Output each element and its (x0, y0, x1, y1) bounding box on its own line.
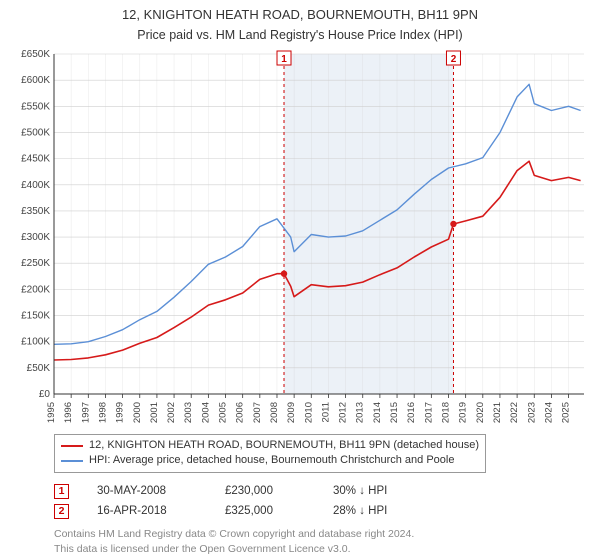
footnote-line-1: Contains HM Land Registry data © Crown c… (54, 527, 590, 541)
svg-text:2003: 2003 (183, 402, 194, 423)
marker-date-2: 16-APR-2018 (97, 505, 197, 517)
svg-text:£500K: £500K (21, 127, 50, 138)
svg-text:1995: 1995 (46, 402, 57, 423)
svg-text:1996: 1996 (63, 402, 74, 423)
svg-text:£50K: £50K (27, 362, 51, 373)
svg-text:£300K: £300K (21, 232, 50, 243)
svg-text:2002: 2002 (166, 402, 177, 423)
svg-text:1: 1 (281, 54, 287, 65)
svg-text:2000: 2000 (132, 402, 143, 423)
chart-subtitle: Price paid vs. HM Land Registry's House … (10, 28, 590, 42)
legend-label-hpi: HPI: Average price, detached house, Bour… (89, 453, 454, 469)
svg-text:£450K: £450K (21, 153, 50, 164)
svg-text:2008: 2008 (269, 402, 280, 423)
svg-text:2016: 2016 (406, 402, 417, 423)
svg-text:2004: 2004 (200, 402, 211, 423)
svg-text:£150K: £150K (21, 310, 50, 321)
svg-text:£650K: £650K (21, 49, 50, 60)
svg-text:2023: 2023 (526, 402, 537, 423)
marker-delta-1: 30% ↓ HPI (333, 485, 423, 497)
marker-table: 1 30-MAY-2008 £230,000 30% ↓ HPI 2 16-AP… (54, 481, 590, 521)
svg-text:2021: 2021 (492, 402, 503, 423)
svg-text:£0: £0 (39, 389, 51, 400)
marker-row-2: 2 16-APR-2018 £325,000 28% ↓ HPI (54, 501, 590, 521)
svg-text:2013: 2013 (355, 402, 366, 423)
marker-date-1: 30-MAY-2008 (97, 485, 197, 497)
svg-text:2014: 2014 (372, 402, 383, 423)
svg-text:2017: 2017 (423, 402, 434, 423)
chart-title: 12, KNIGHTON HEATH ROAD, BOURNEMOUTH, BH… (10, 6, 590, 24)
legend-swatch-property (61, 445, 83, 447)
svg-text:2024: 2024 (543, 402, 554, 423)
marker-price-1: £230,000 (225, 485, 305, 497)
svg-text:£250K: £250K (21, 258, 50, 269)
svg-text:2011: 2011 (320, 402, 331, 422)
marker-badge-1: 1 (54, 484, 69, 499)
svg-text:2009: 2009 (286, 402, 297, 423)
svg-text:2006: 2006 (235, 402, 246, 423)
svg-text:£550K: £550K (21, 101, 50, 112)
svg-text:1998: 1998 (97, 402, 108, 423)
svg-text:1997: 1997 (80, 402, 91, 423)
svg-text:2018: 2018 (440, 402, 451, 423)
svg-text:1999: 1999 (115, 402, 126, 423)
svg-text:£200K: £200K (21, 284, 50, 295)
legend-row-hpi: HPI: Average price, detached house, Bour… (61, 453, 479, 469)
legend-row-property: 12, KNIGHTON HEATH ROAD, BOURNEMOUTH, BH… (61, 438, 479, 454)
svg-text:2019: 2019 (458, 402, 469, 423)
footnote-line-2: This data is licensed under the Open Gov… (54, 542, 590, 556)
svg-text:2022: 2022 (509, 402, 520, 423)
svg-text:2020: 2020 (475, 402, 486, 423)
marker-delta-2: 28% ↓ HPI (333, 505, 423, 517)
svg-text:£400K: £400K (21, 179, 50, 190)
svg-text:2001: 2001 (149, 402, 160, 423)
legend-label-property: 12, KNIGHTON HEATH ROAD, BOURNEMOUTH, BH… (89, 438, 479, 454)
marker-badge-2: 2 (54, 504, 69, 519)
svg-text:2015: 2015 (389, 402, 400, 423)
line-chart-svg: £0 £50K £100K £150K £200K £250K £300K £350K £400… (10, 48, 590, 428)
svg-text:2005: 2005 (218, 402, 229, 423)
legend-swatch-hpi (61, 460, 83, 462)
svg-text:2025: 2025 (561, 402, 572, 423)
svg-text:£600K: £600K (21, 75, 50, 86)
marker-price-2: £325,000 (225, 505, 305, 517)
marker-row-1: 1 30-MAY-2008 £230,000 30% ↓ HPI (54, 481, 590, 501)
footnote: Contains HM Land Registry data © Crown c… (54, 527, 590, 555)
svg-text:£350K: £350K (21, 205, 50, 216)
svg-text:£100K: £100K (21, 336, 50, 347)
svg-text:2012: 2012 (338, 402, 349, 423)
chart-area: £0 £50K £100K £150K £200K £250K £300K £350K £400… (10, 48, 590, 428)
svg-text:2007: 2007 (252, 402, 263, 423)
svg-text:2: 2 (451, 54, 457, 65)
legend: 12, KNIGHTON HEATH ROAD, BOURNEMOUTH, BH… (54, 434, 486, 474)
svg-text:2010: 2010 (303, 402, 314, 423)
